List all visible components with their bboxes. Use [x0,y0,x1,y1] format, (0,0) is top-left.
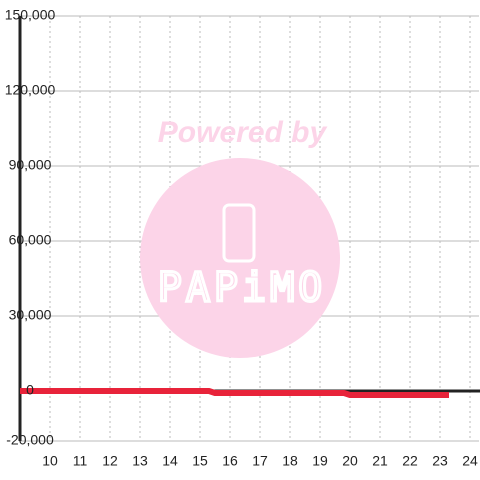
x-tick-label: 21 [372,453,388,469]
x-tick-label: 10 [42,453,58,469]
y-tick-label: 150,000 [5,7,56,23]
y-tick-label: 60,000 [9,232,52,248]
y-tick-label: 30,000 [9,307,52,323]
data-line [20,388,449,398]
watermark-text: Powered by [158,116,328,149]
watermark-logo: PAPiMO [158,265,327,311]
y-tick-label: -20,000 [6,432,54,448]
watermark-phone [222,203,256,263]
x-tick-label: 18 [282,453,298,469]
x-tick-label: 17 [252,453,268,469]
x-tick-label: 15 [192,453,208,469]
x-tick-label: 24 [462,453,478,469]
watermark-circle [140,158,340,358]
x-tick-label: 13 [132,453,148,469]
y-tick-label: 0 [26,382,34,398]
marks [18,16,480,441]
x-tick-label: 20 [342,453,358,469]
y-tick-label: 120,000 [5,82,56,98]
x-tick-label: 11 [73,453,88,469]
x-tick-label: 16 [222,453,238,469]
x-tick-label: 23 [432,453,448,469]
x-tick-label: 14 [162,453,178,469]
y-tick-label: 90,000 [9,157,52,173]
x-tick-label: 12 [102,453,118,469]
x-tick-label: 19 [312,453,328,469]
x-tick-label: 22 [402,453,418,469]
